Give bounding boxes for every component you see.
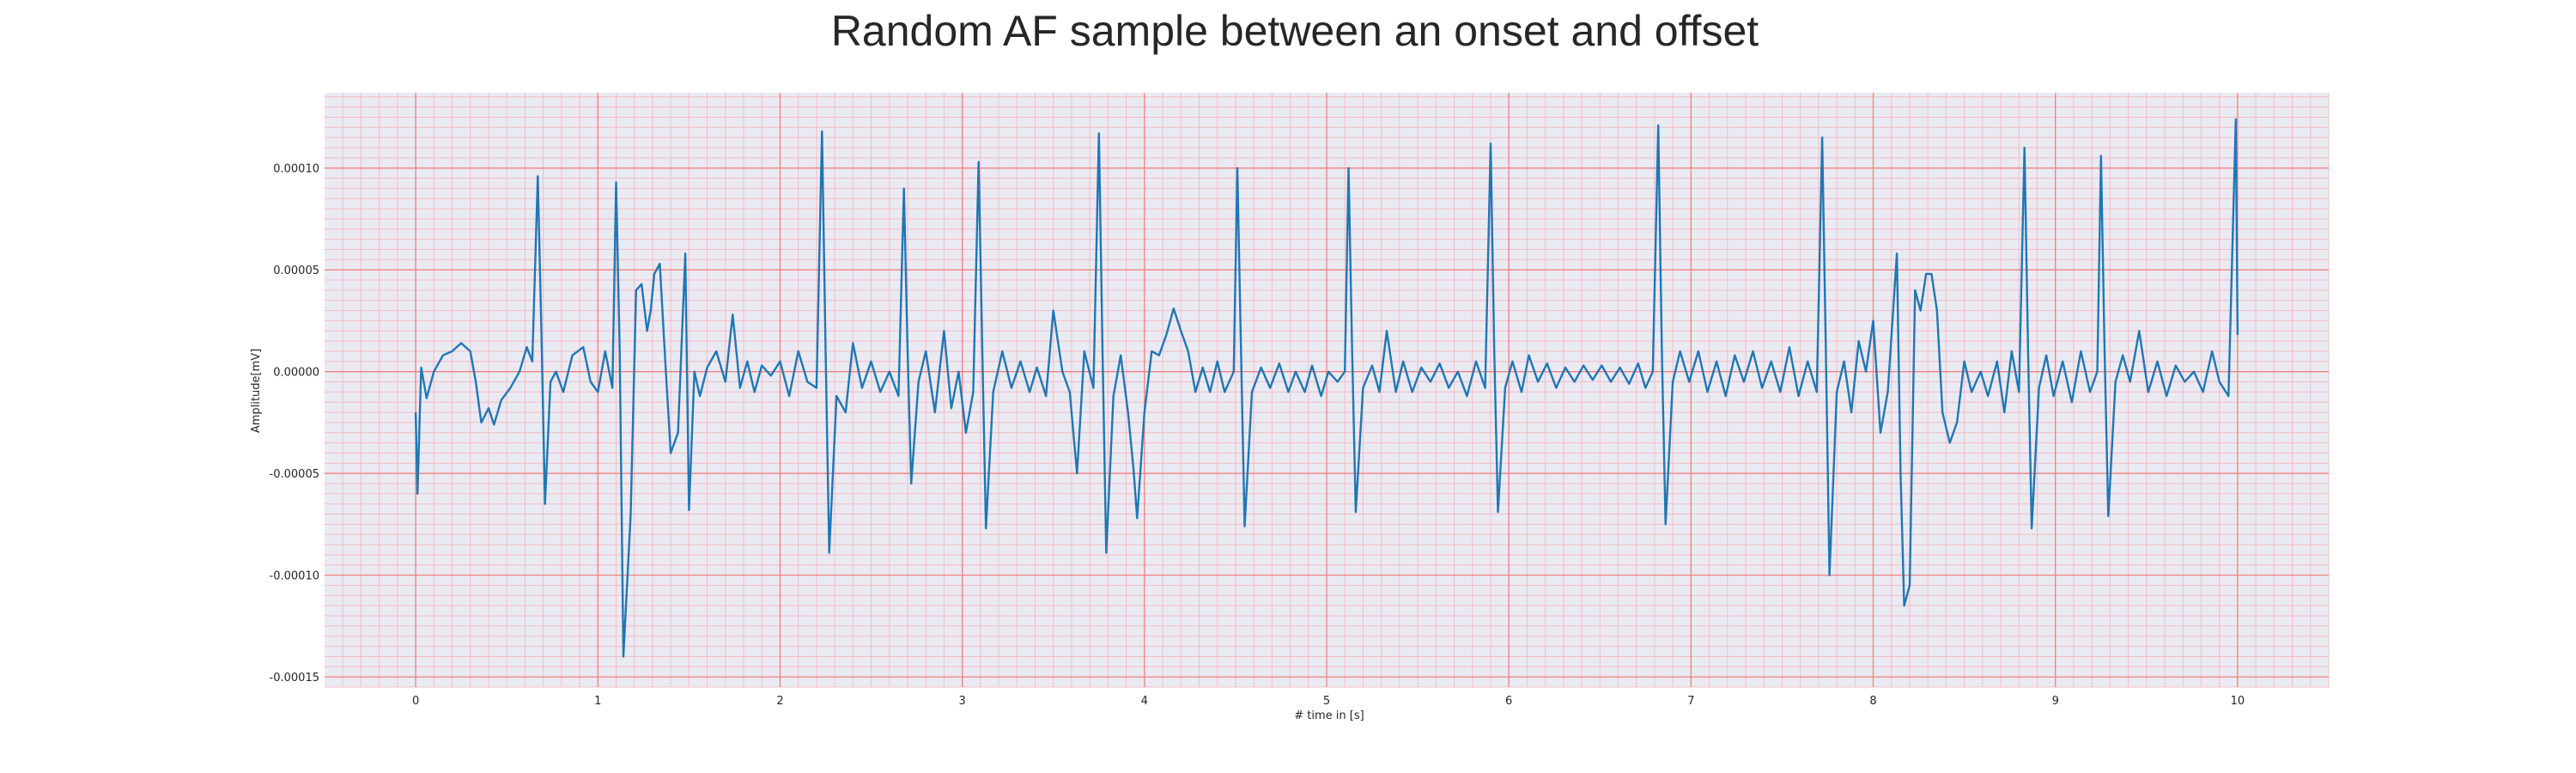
x-tick-label: 0 xyxy=(412,695,419,708)
y-tick-label: 0.00010 xyxy=(273,163,319,176)
y-tick-label: -0.00010 xyxy=(270,570,319,583)
x-tick-label: 2 xyxy=(776,695,783,708)
x-tick-label: 5 xyxy=(1323,695,1330,708)
chart-title: Random AF sample between an onset and of… xyxy=(831,7,1759,55)
y-tick-label: -0.00005 xyxy=(270,468,319,481)
x-tick-label: 9 xyxy=(2052,695,2059,708)
x-tick-label: 10 xyxy=(2231,695,2245,708)
y-tick-labels: -0.00015 -0.00010 -0.00005 0.00000 0.00005 0.… xyxy=(270,163,319,685)
x-tick-label: 6 xyxy=(1505,695,1512,708)
series-line-ecg xyxy=(414,118,2239,658)
y-tick-label: 0.00005 xyxy=(273,265,319,277)
y-axis-label: Amplitude[mV] xyxy=(250,349,263,433)
x-tick-label: 1 xyxy=(594,695,601,708)
x-tick-label: 3 xyxy=(958,695,965,708)
x-axis-label: # time in [s] xyxy=(1294,709,1364,722)
x-tick-labels: 0 1 2 3 4 5 6 7 8 9 10 xyxy=(412,695,2245,708)
y-tick-label: -0.00015 xyxy=(270,672,319,685)
x-tick-label: 7 xyxy=(1687,695,1694,708)
y-tick-label: 0.00000 xyxy=(273,367,319,380)
x-tick-label: 8 xyxy=(1869,695,1876,708)
x-tick-label: 4 xyxy=(1141,695,1148,708)
